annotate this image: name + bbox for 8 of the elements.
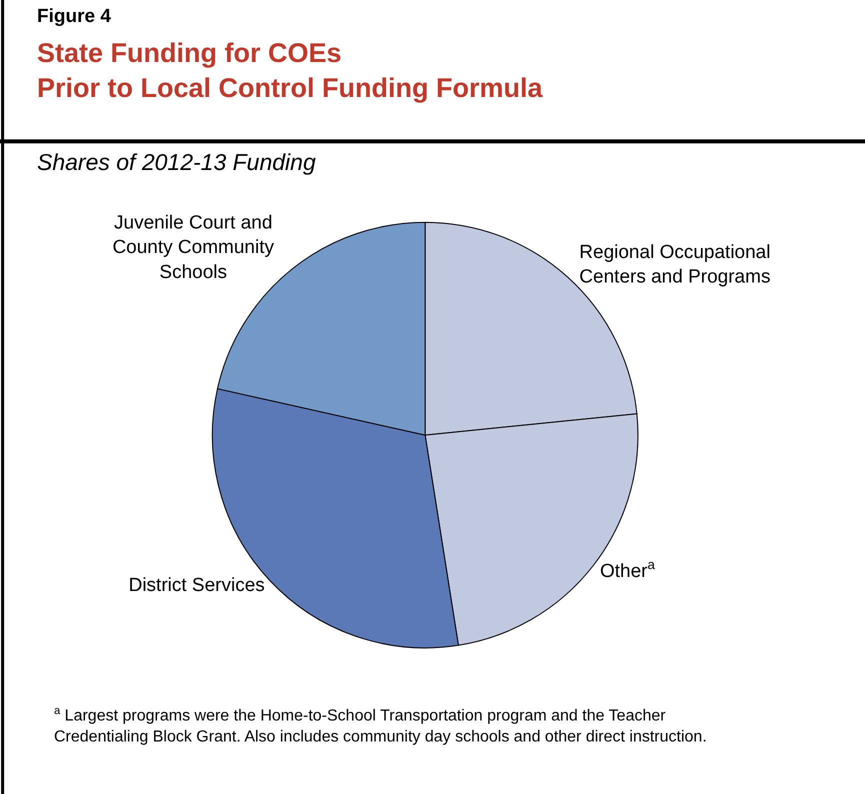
- text: $^{a}$ Largest programs were the Home-to-School Transportation program and the Teacher Credentialing Block Grant. Also includes community day schools and other direct instruction.: [54, 705, 707, 746]
- slice-label: Regional Occupational Centers and Programs: [579, 242, 770, 288]
- slice-label: Juvenile Court and County Community Schools: [112, 212, 274, 283]
- slice-label: Other$^{a}$: [600, 557, 656, 582]
- chart-subtitle: Shares of 2012-13 Funding: [37, 149, 316, 175]
- slice-label: District Services: [128, 575, 265, 596]
- caption: Figure 4: [37, 6, 112, 27]
- chart-title: State Funding for COEs Prior to Local Control Funding Formula: [37, 38, 544, 104]
